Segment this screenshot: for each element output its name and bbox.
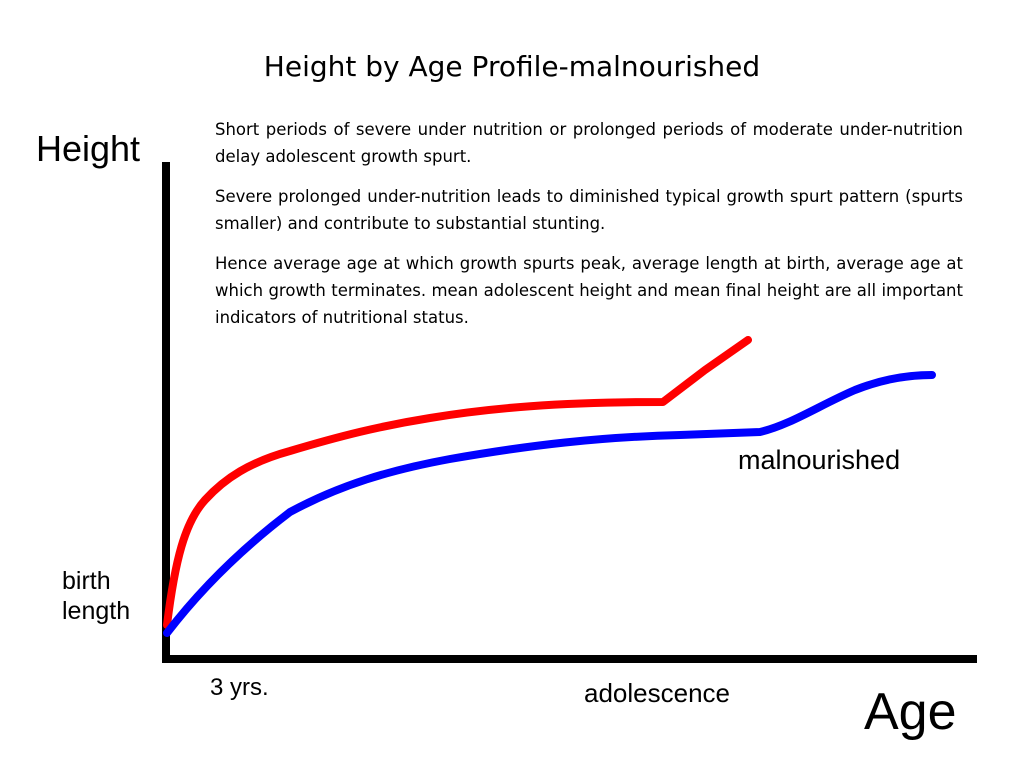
slide-title: Height by Age Profile-malnourished — [263, 50, 761, 83]
paragraph-3: Hence average age at which growth spurts… — [215, 254, 963, 327]
three-years-label: 3 yrs. — [210, 674, 269, 701]
normal-growth-curve — [163, 336, 752, 629]
malnourished-curve-label: malnourished — [738, 445, 901, 475]
adolescence-label: adolescence — [584, 678, 730, 708]
birth-length-text: birth length — [62, 567, 131, 625]
explanation-text: Short periods of severe under nutrition … — [215, 116, 963, 344]
x-axis-label: Age — [864, 683, 957, 741]
birth-length-label: birth length — [62, 566, 130, 626]
y-axis-label: Height — [36, 128, 141, 169]
paragraph-2: Severe prolonged under-nutrition leads t… — [215, 187, 963, 233]
malnourished-growth-curve — [163, 371, 936, 637]
paragraph-1: Short periods of severe under nutrition … — [215, 120, 963, 166]
